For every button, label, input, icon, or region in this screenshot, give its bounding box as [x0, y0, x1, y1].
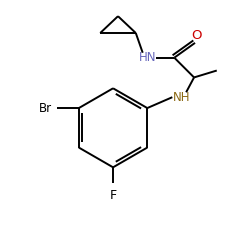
Text: HN: HN — [139, 51, 156, 64]
Text: NH: NH — [173, 91, 190, 104]
Text: Br: Br — [39, 101, 52, 115]
Text: F: F — [109, 189, 117, 202]
Text: O: O — [191, 29, 201, 43]
